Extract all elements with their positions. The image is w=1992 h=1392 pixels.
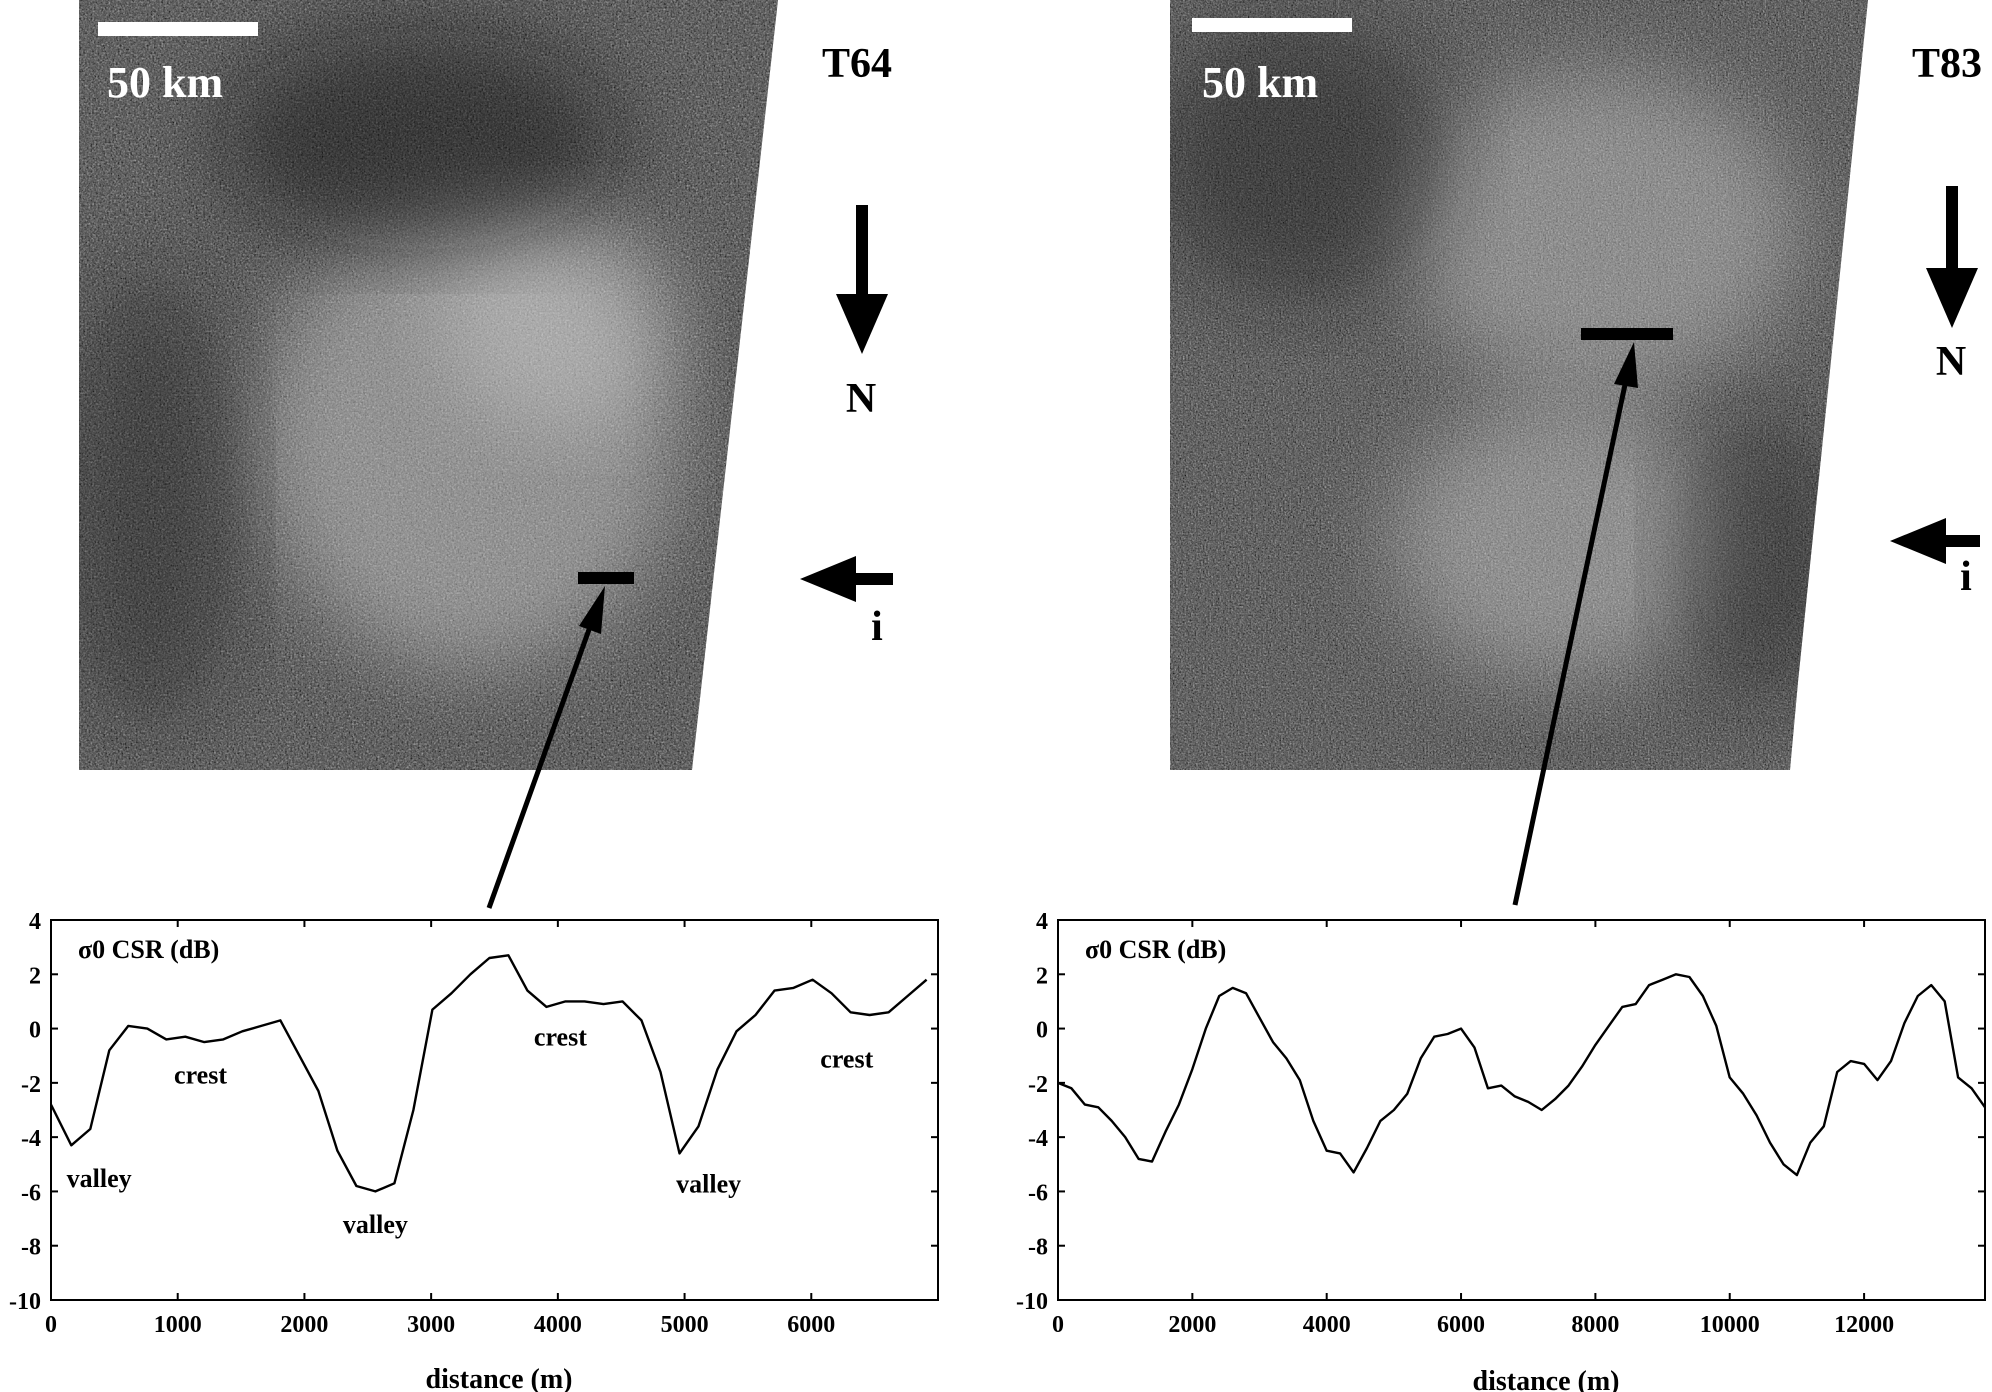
x-tick-label: 6000 xyxy=(787,1312,835,1338)
x-tick-label: 5000 xyxy=(661,1312,709,1338)
y-tick-label: -8 xyxy=(21,1235,41,1261)
panel-label-t64: T64 xyxy=(822,41,892,87)
north-arrow-icon xyxy=(1926,186,1978,328)
x-tick-label: 3000 xyxy=(407,1312,455,1338)
incidence-arrow-icon xyxy=(800,556,893,602)
x-tick-label: 12000 xyxy=(1834,1312,1894,1338)
north-arrow-icon xyxy=(836,205,888,354)
y-tick-label: -10 xyxy=(1016,1289,1048,1315)
annotation-label: valley xyxy=(67,1164,132,1193)
scale-label-t83: 50 km xyxy=(1202,58,1318,107)
y-tick-label: 4 xyxy=(1036,909,1048,935)
x-tick-label: 8000 xyxy=(1571,1312,1619,1338)
radar-image-t64: 50 km xyxy=(79,0,778,770)
x-tick-label: 0 xyxy=(1052,1312,1064,1338)
csr-profile-chart-t83: σ0 CSR (dB) distance (m) 420-2-4-6-8-100… xyxy=(1016,909,1986,1392)
x-tick-label: 4000 xyxy=(1303,1312,1351,1338)
y-tick-label: -6 xyxy=(1028,1180,1048,1206)
x-tick-label: 2000 xyxy=(280,1312,328,1338)
y-tick-label: 2 xyxy=(1036,963,1048,989)
y-tick-label: -2 xyxy=(1028,1072,1048,1098)
x-tick-label: 1000 xyxy=(154,1312,202,1338)
pointer-line-t64 xyxy=(486,586,605,909)
pointer-line-t83 xyxy=(1512,342,1638,906)
north-label-t83: N xyxy=(1936,339,1966,385)
x-tick-label: 2000 xyxy=(1168,1312,1216,1338)
annotation-label: crest xyxy=(174,1061,227,1090)
annotation-label: valley xyxy=(343,1210,408,1239)
series-line xyxy=(1057,973,1986,1177)
x-tick-label: 4000 xyxy=(534,1312,582,1338)
scale-label-t64: 50 km xyxy=(107,58,223,107)
plot-frame xyxy=(1057,919,1986,1301)
y-tick-label: -4 xyxy=(21,1126,41,1152)
annotation-label: crest xyxy=(820,1044,873,1073)
incidence-label-t83: i xyxy=(1960,554,1972,600)
y-tick-label: -4 xyxy=(1028,1126,1048,1152)
panel-label-t83: T83 xyxy=(1912,41,1982,87)
x-tick-label: 0 xyxy=(45,1312,57,1338)
chart-title: σ0 CSR (dB) xyxy=(1085,935,1226,964)
annotation-label: crest xyxy=(534,1023,587,1052)
profile-marker-t64 xyxy=(578,572,634,584)
y-tick-label: -8 xyxy=(1028,1235,1048,1261)
annotation-label: valley xyxy=(676,1169,741,1198)
x-axis-label: distance (m) xyxy=(426,1364,573,1392)
x-tick-label: 10000 xyxy=(1700,1312,1760,1338)
series-line xyxy=(49,954,928,1193)
y-tick-label: 0 xyxy=(29,1018,41,1044)
y-tick-label: 0 xyxy=(1036,1018,1048,1044)
y-tick-label: 2 xyxy=(29,963,41,989)
chart-title: σ0 CSR (dB) xyxy=(78,935,219,964)
profile-marker-t83 xyxy=(1581,328,1673,340)
y-tick-label: -2 xyxy=(21,1072,41,1098)
north-label-t64: N xyxy=(846,376,876,422)
plot-frame xyxy=(50,919,939,1301)
scale-bar-t64 xyxy=(98,22,258,36)
incidence-label-t64: i xyxy=(871,604,883,650)
radar-image-t83: 50 km xyxy=(1170,0,1868,770)
y-tick-label: 4 xyxy=(29,909,41,935)
y-tick-label: -10 xyxy=(9,1289,41,1315)
scale-bar-t83 xyxy=(1192,18,1352,32)
x-axis-label: distance (m) xyxy=(1473,1366,1620,1392)
y-tick-label: -6 xyxy=(21,1180,41,1206)
x-tick-label: 6000 xyxy=(1437,1312,1485,1338)
incidence-arrow-icon xyxy=(1890,518,1980,564)
csr-profile-chart-t64: σ0 CSR (dB) distance (m) 420-2-4-6-8-100… xyxy=(9,909,939,1392)
